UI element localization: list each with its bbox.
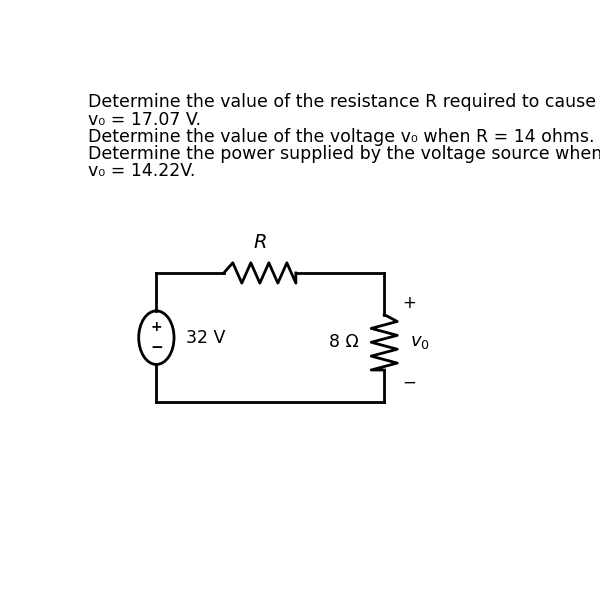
Text: +: + [402,294,416,312]
Text: v₀ = 14.22V.: v₀ = 14.22V. [88,162,196,180]
Text: −: − [150,340,163,355]
Text: v₀ = 17.07 V.: v₀ = 17.07 V. [88,111,201,129]
Text: $R$: $R$ [253,233,266,252]
Text: 32 V: 32 V [185,329,225,347]
Text: Determine the value of the voltage v₀ when R = 14 ohms.: Determine the value of the voltage v₀ wh… [88,128,595,146]
Text: −: − [402,374,416,392]
Text: Determine the value of the resistance R required to cause: Determine the value of the resistance R … [88,93,596,111]
Text: Determine the power supplied by the voltage source when: Determine the power supplied by the volt… [88,145,600,163]
Text: +: + [151,320,162,334]
Text: 8 Ω: 8 Ω [329,333,359,351]
Text: $v_0$: $v_0$ [410,333,430,351]
